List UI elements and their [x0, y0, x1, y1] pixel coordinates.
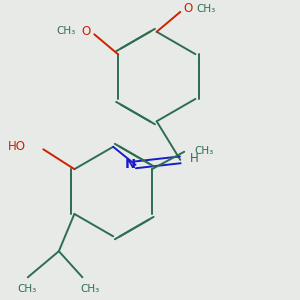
Text: N: N: [125, 158, 136, 171]
Text: CH₃: CH₃: [80, 284, 100, 293]
Text: O: O: [184, 2, 193, 15]
Text: CH₃: CH₃: [57, 26, 76, 36]
Text: HO: HO: [8, 140, 26, 153]
Text: CH₃: CH₃: [194, 146, 214, 155]
Text: O: O: [82, 25, 91, 38]
Text: H: H: [190, 152, 198, 165]
Text: CH₃: CH₃: [197, 4, 216, 14]
Text: CH₃: CH₃: [17, 284, 36, 293]
